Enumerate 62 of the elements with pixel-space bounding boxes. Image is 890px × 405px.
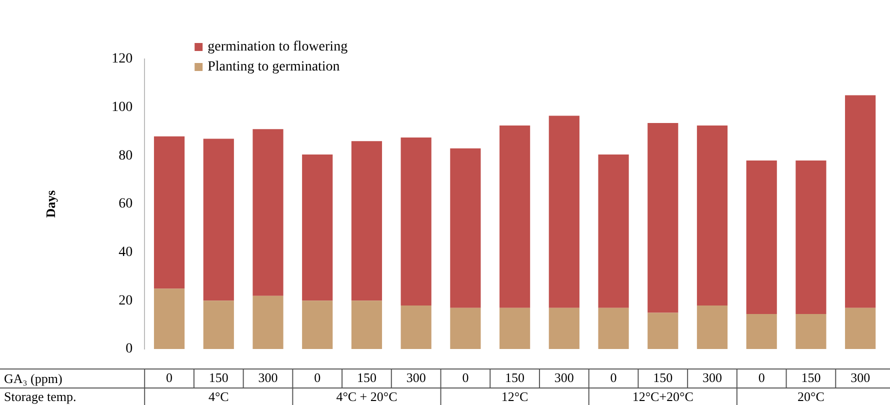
bar xyxy=(450,308,481,349)
x-tick-label: 0 xyxy=(166,370,173,386)
text: 20°C xyxy=(798,388,824,404)
bar xyxy=(400,306,432,349)
bar xyxy=(302,300,333,349)
bar xyxy=(154,288,185,349)
x-tick-label: 300 xyxy=(850,370,870,386)
x-tick-label: 150 xyxy=(801,370,821,386)
bar xyxy=(351,300,382,349)
bar xyxy=(351,141,382,301)
x-tick-label: 300 xyxy=(258,370,278,386)
bar xyxy=(746,160,777,314)
y-tick-label: 60 xyxy=(118,196,133,212)
y-tick-label: 80 xyxy=(118,148,133,164)
bar xyxy=(548,116,580,308)
legend-label: Planting to germination xyxy=(208,60,340,75)
y-axis-title: Days xyxy=(43,190,58,218)
bar xyxy=(500,125,530,308)
x-tick-label: 0 xyxy=(758,370,765,386)
text: 4°C + 20°C xyxy=(336,388,398,404)
x-tick-label: 150 xyxy=(208,370,228,386)
bar xyxy=(648,312,678,349)
text: 12°C xyxy=(501,388,528,404)
bar xyxy=(548,308,580,349)
y-tick-label: 0 xyxy=(126,342,133,357)
bar xyxy=(746,314,777,349)
bar xyxy=(450,148,481,308)
x-tick-label: 150 xyxy=(653,370,673,386)
bar xyxy=(598,308,629,349)
y-tick-label: 100 xyxy=(112,100,133,116)
legend-label: germination to flowering xyxy=(208,40,348,55)
bar xyxy=(203,138,234,301)
y-tick-label: 40 xyxy=(118,245,133,260)
x-tick-label: 0 xyxy=(314,370,321,386)
bar xyxy=(796,160,826,314)
bar xyxy=(845,95,876,308)
bar xyxy=(154,136,185,289)
bar xyxy=(252,129,284,296)
bar xyxy=(696,306,728,349)
bar xyxy=(598,154,629,308)
bar xyxy=(500,308,530,349)
y-tick-label: 120 xyxy=(112,52,133,67)
bar xyxy=(796,314,826,349)
text: 12°C+20°C xyxy=(632,388,694,404)
x-tick-label: 300 xyxy=(702,370,722,386)
bar xyxy=(400,138,432,306)
y-tick-label: 20 xyxy=(118,293,133,308)
text: 4°C xyxy=(208,388,229,404)
bar xyxy=(252,296,284,349)
bar xyxy=(203,300,234,349)
x-axis-title: GA₃ (ppm) xyxy=(4,370,62,386)
x-tick-label: 150 xyxy=(356,370,376,386)
x-tick-label: 300 xyxy=(554,370,574,386)
text: Storage temp. xyxy=(4,388,76,404)
bar xyxy=(648,123,678,313)
bar xyxy=(696,125,728,306)
x-tick-label: 150 xyxy=(505,370,525,386)
x-tick-label: 0 xyxy=(462,370,469,386)
bar xyxy=(302,154,333,301)
x-tick-label: 0 xyxy=(610,370,617,386)
x-tick-label: 300 xyxy=(406,370,426,386)
bar xyxy=(845,308,876,349)
